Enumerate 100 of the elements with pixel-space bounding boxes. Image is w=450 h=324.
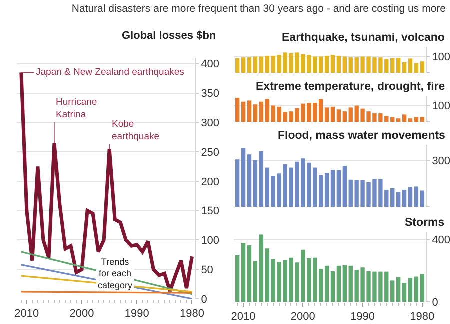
bar: [396, 118, 401, 122]
bar: [241, 58, 246, 73]
bar: [348, 108, 353, 122]
bar: [402, 190, 407, 207]
bar: [318, 175, 324, 207]
chart-title: Storms: [405, 217, 445, 229]
bar: [336, 266, 342, 302]
bar: [259, 102, 264, 122]
bar: [313, 258, 318, 302]
y-tick-label: 400: [432, 234, 450, 247]
bar: [330, 55, 336, 73]
x-tick-label: 2010: [14, 308, 40, 320]
y-tick-label: 400: [201, 58, 220, 71]
bar: [253, 160, 258, 207]
bar: [336, 170, 342, 207]
bar: [420, 62, 425, 73]
bar: [313, 102, 318, 122]
y-tick-label: 300: [432, 155, 450, 168]
bar: [318, 99, 324, 122]
bar: [235, 160, 240, 207]
y-tick-label: 350: [201, 88, 220, 100]
x-tick-label: 2000: [290, 311, 316, 324]
bar: [414, 186, 419, 207]
bar: [313, 168, 318, 207]
bar: [396, 277, 401, 302]
bar: [414, 63, 419, 73]
y-tick-label: 100: [432, 52, 450, 64]
chart-title: Earthquake, tsunami, volcano: [282, 32, 445, 44]
bar: [247, 100, 252, 122]
y-tick-label: 150: [201, 206, 220, 218]
bar: [259, 234, 264, 302]
bar: [265, 248, 270, 302]
bar: [324, 56, 330, 73]
bar: [265, 99, 270, 122]
bar: [390, 188, 395, 207]
bar: [396, 192, 401, 207]
bar: [414, 117, 419, 122]
bar: [390, 117, 395, 122]
x-tick-label: 2010: [231, 311, 256, 324]
bar: [408, 58, 413, 73]
bar: [241, 243, 246, 302]
bar: [420, 190, 425, 207]
bar: [324, 108, 330, 122]
x-tick-label: 1990: [350, 311, 376, 324]
bar: [408, 187, 413, 207]
y-tick-label: 250: [201, 146, 220, 159]
bar: [402, 114, 407, 122]
bar: [241, 148, 246, 207]
y-tick-label: 50: [201, 264, 214, 276]
bar: [348, 58, 353, 73]
y-tick-label: 300: [201, 118, 220, 130]
bar: [318, 269, 324, 302]
bar: [402, 283, 407, 302]
bar: [324, 266, 330, 302]
bar: [402, 62, 407, 73]
bar: [408, 118, 413, 122]
annotation: Hurricane Katrina: [56, 97, 98, 120]
annotation: Trends for each category: [98, 257, 134, 290]
bar: [330, 106, 336, 122]
chart-title: Extreme temperature, drought, fire: [256, 81, 446, 93]
bar: [408, 278, 413, 302]
bar: [265, 56, 270, 73]
bar: [420, 274, 425, 302]
bar: [235, 98, 240, 122]
bar: [390, 58, 395, 73]
bar: [342, 166, 347, 207]
bar: [235, 58, 240, 73]
bar: [259, 56, 264, 73]
bar: [342, 112, 347, 122]
bar: [348, 180, 353, 207]
bar: [265, 168, 270, 207]
bar: [259, 151, 264, 207]
bar: [313, 56, 318, 73]
bar: [336, 110, 342, 122]
bar: [330, 170, 336, 207]
bar: [241, 102, 246, 122]
x-tick-label: 1980: [180, 308, 204, 320]
bar: [318, 56, 324, 73]
chart-title: Flood, mass water movements: [278, 130, 446, 142]
bar: [342, 56, 347, 73]
bar: [247, 58, 252, 73]
bar: [247, 154, 252, 207]
bar: [396, 58, 401, 73]
y-tick-label: 200: [201, 176, 220, 188]
y-tick-label: 100: [432, 100, 450, 113]
annotation: Japan & New Zealand earthquakes: [36, 67, 185, 78]
bar: [414, 276, 419, 302]
y-tick-label: 100: [201, 235, 220, 248]
y-tick-label: 0: [201, 294, 208, 306]
text: Natural disasters are more frequent than 30 years ago - and are costing us more: [72, 3, 446, 15]
x-tick-label: 2000: [70, 308, 94, 320]
y-axis-title: Global losses $bn: [122, 30, 216, 42]
x-tick-label: 1980: [410, 311, 435, 324]
bar: [324, 173, 330, 207]
bar: [235, 255, 240, 302]
y-tick-label: 0: [432, 296, 438, 309]
bar: [420, 117, 425, 122]
bar: [253, 261, 258, 302]
bar: [342, 265, 347, 302]
bar: [253, 56, 258, 73]
